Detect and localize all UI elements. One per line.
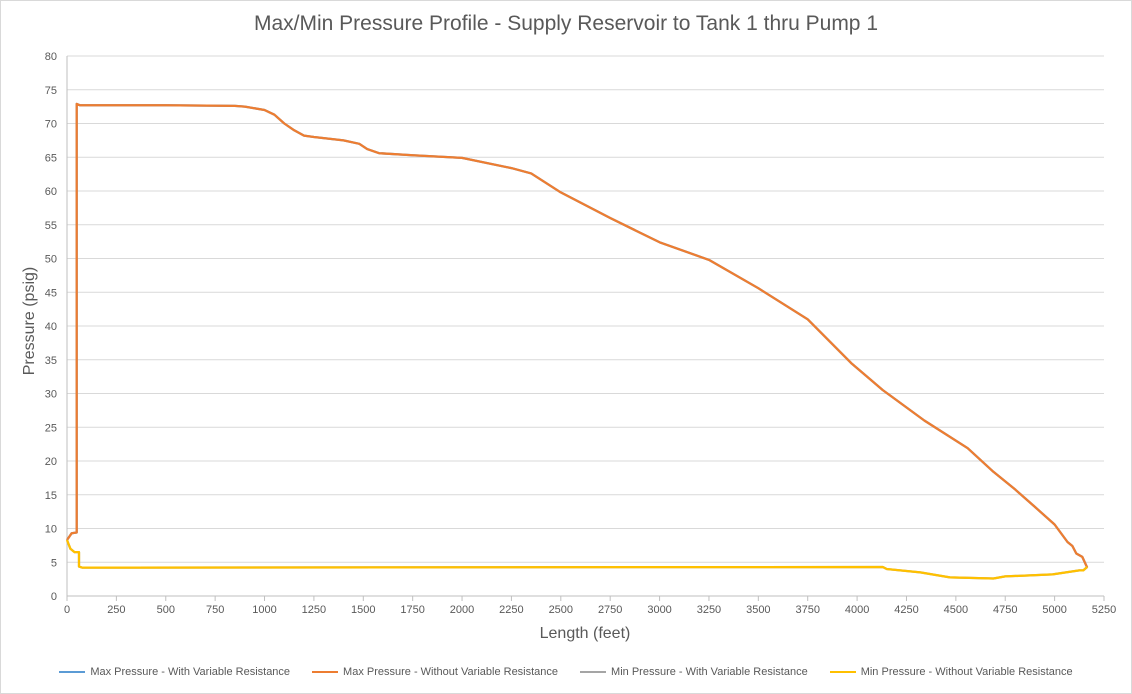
legend-item: Max Pressure - With Variable Resistance xyxy=(59,666,290,678)
x-tick-label: 3000 xyxy=(647,604,671,616)
series-line-4 xyxy=(65,539,1088,580)
legend-label: Max Pressure - With Variable Resistance xyxy=(90,666,291,678)
chart-title: Max/Min Pressure Profile - Supply Reserv… xyxy=(253,12,879,35)
y-tick-label: 60 xyxy=(45,186,57,198)
series-line-3 xyxy=(65,539,1088,580)
x-tick-label: 4000 xyxy=(845,604,869,616)
legend-item: Max Pressure - Without Variable Resistan… xyxy=(312,666,558,678)
x-tick-label: 500 xyxy=(157,604,175,616)
y-tick-label: 70 xyxy=(45,119,57,131)
y-tick-label: 45 xyxy=(45,287,57,299)
x-tick-label: 4750 xyxy=(993,604,1017,616)
x-tick-label: 4250 xyxy=(894,604,918,616)
legend: Max Pressure - With Variable Resistance M… xyxy=(0,666,1132,678)
series-line-2 xyxy=(66,102,1089,569)
x-tick-label: 0 xyxy=(64,604,70,616)
x-tick-label: 2750 xyxy=(598,604,622,616)
y-tick-label: 15 xyxy=(45,490,57,502)
x-tick-label: 3500 xyxy=(746,604,770,616)
x-tick-label: 1250 xyxy=(302,604,326,616)
y-tick-label: 65 xyxy=(45,152,57,164)
y-tick-label: 5 xyxy=(51,557,57,569)
x-tick-label: 2500 xyxy=(549,604,573,616)
x-tick-label: 1000 xyxy=(252,604,276,616)
x-tick-label: 3750 xyxy=(795,604,819,616)
x-axis-label: Length (feet) xyxy=(539,625,631,642)
x-tick-label: 750 xyxy=(206,604,224,616)
y-tick-label: 40 xyxy=(45,321,57,333)
legend-swatch xyxy=(829,671,856,673)
x-tick-label: 2000 xyxy=(450,604,474,616)
x-tick-label: 5000 xyxy=(1042,604,1066,616)
legend-item: Min Pressure - With Variable Resistance xyxy=(580,666,808,678)
y-tick-label: 35 xyxy=(45,355,57,367)
legend-swatch xyxy=(312,671,339,673)
legend-item: Min Pressure - Without Variable Resistan… xyxy=(829,666,1073,678)
series-line-1 xyxy=(66,102,1089,569)
x-tick-label: 2250 xyxy=(499,604,523,616)
y-tick-label: 55 xyxy=(45,220,57,232)
x-tick-label: 4500 xyxy=(944,604,968,616)
legend-label: Max Pressure - Without Variable Resistan… xyxy=(343,666,559,678)
legend-label: Min Pressure - Without Variable Resistan… xyxy=(860,666,1073,678)
legend-swatch xyxy=(580,671,607,673)
y-tick-label: 50 xyxy=(45,254,57,266)
legend-label: Min Pressure - With Variable Resistance xyxy=(611,666,808,678)
x-tick-label: 3250 xyxy=(697,604,721,616)
y-tick-label: 0 xyxy=(51,591,57,603)
y-tick-label: 30 xyxy=(45,389,57,401)
y-tick-label: 25 xyxy=(45,422,57,434)
x-tick-label: 1500 xyxy=(351,604,375,616)
y-tick-label: 80 xyxy=(45,51,57,63)
x-tick-label: 250 xyxy=(107,604,125,616)
y-tick-label: 75 xyxy=(45,85,57,97)
y-tick-label: 10 xyxy=(45,524,57,536)
legend-swatch xyxy=(59,671,86,673)
y-tick-label: 20 xyxy=(45,456,57,468)
x-tick-label: 5250 xyxy=(1092,604,1116,616)
x-tick-label: 1750 xyxy=(400,604,424,616)
